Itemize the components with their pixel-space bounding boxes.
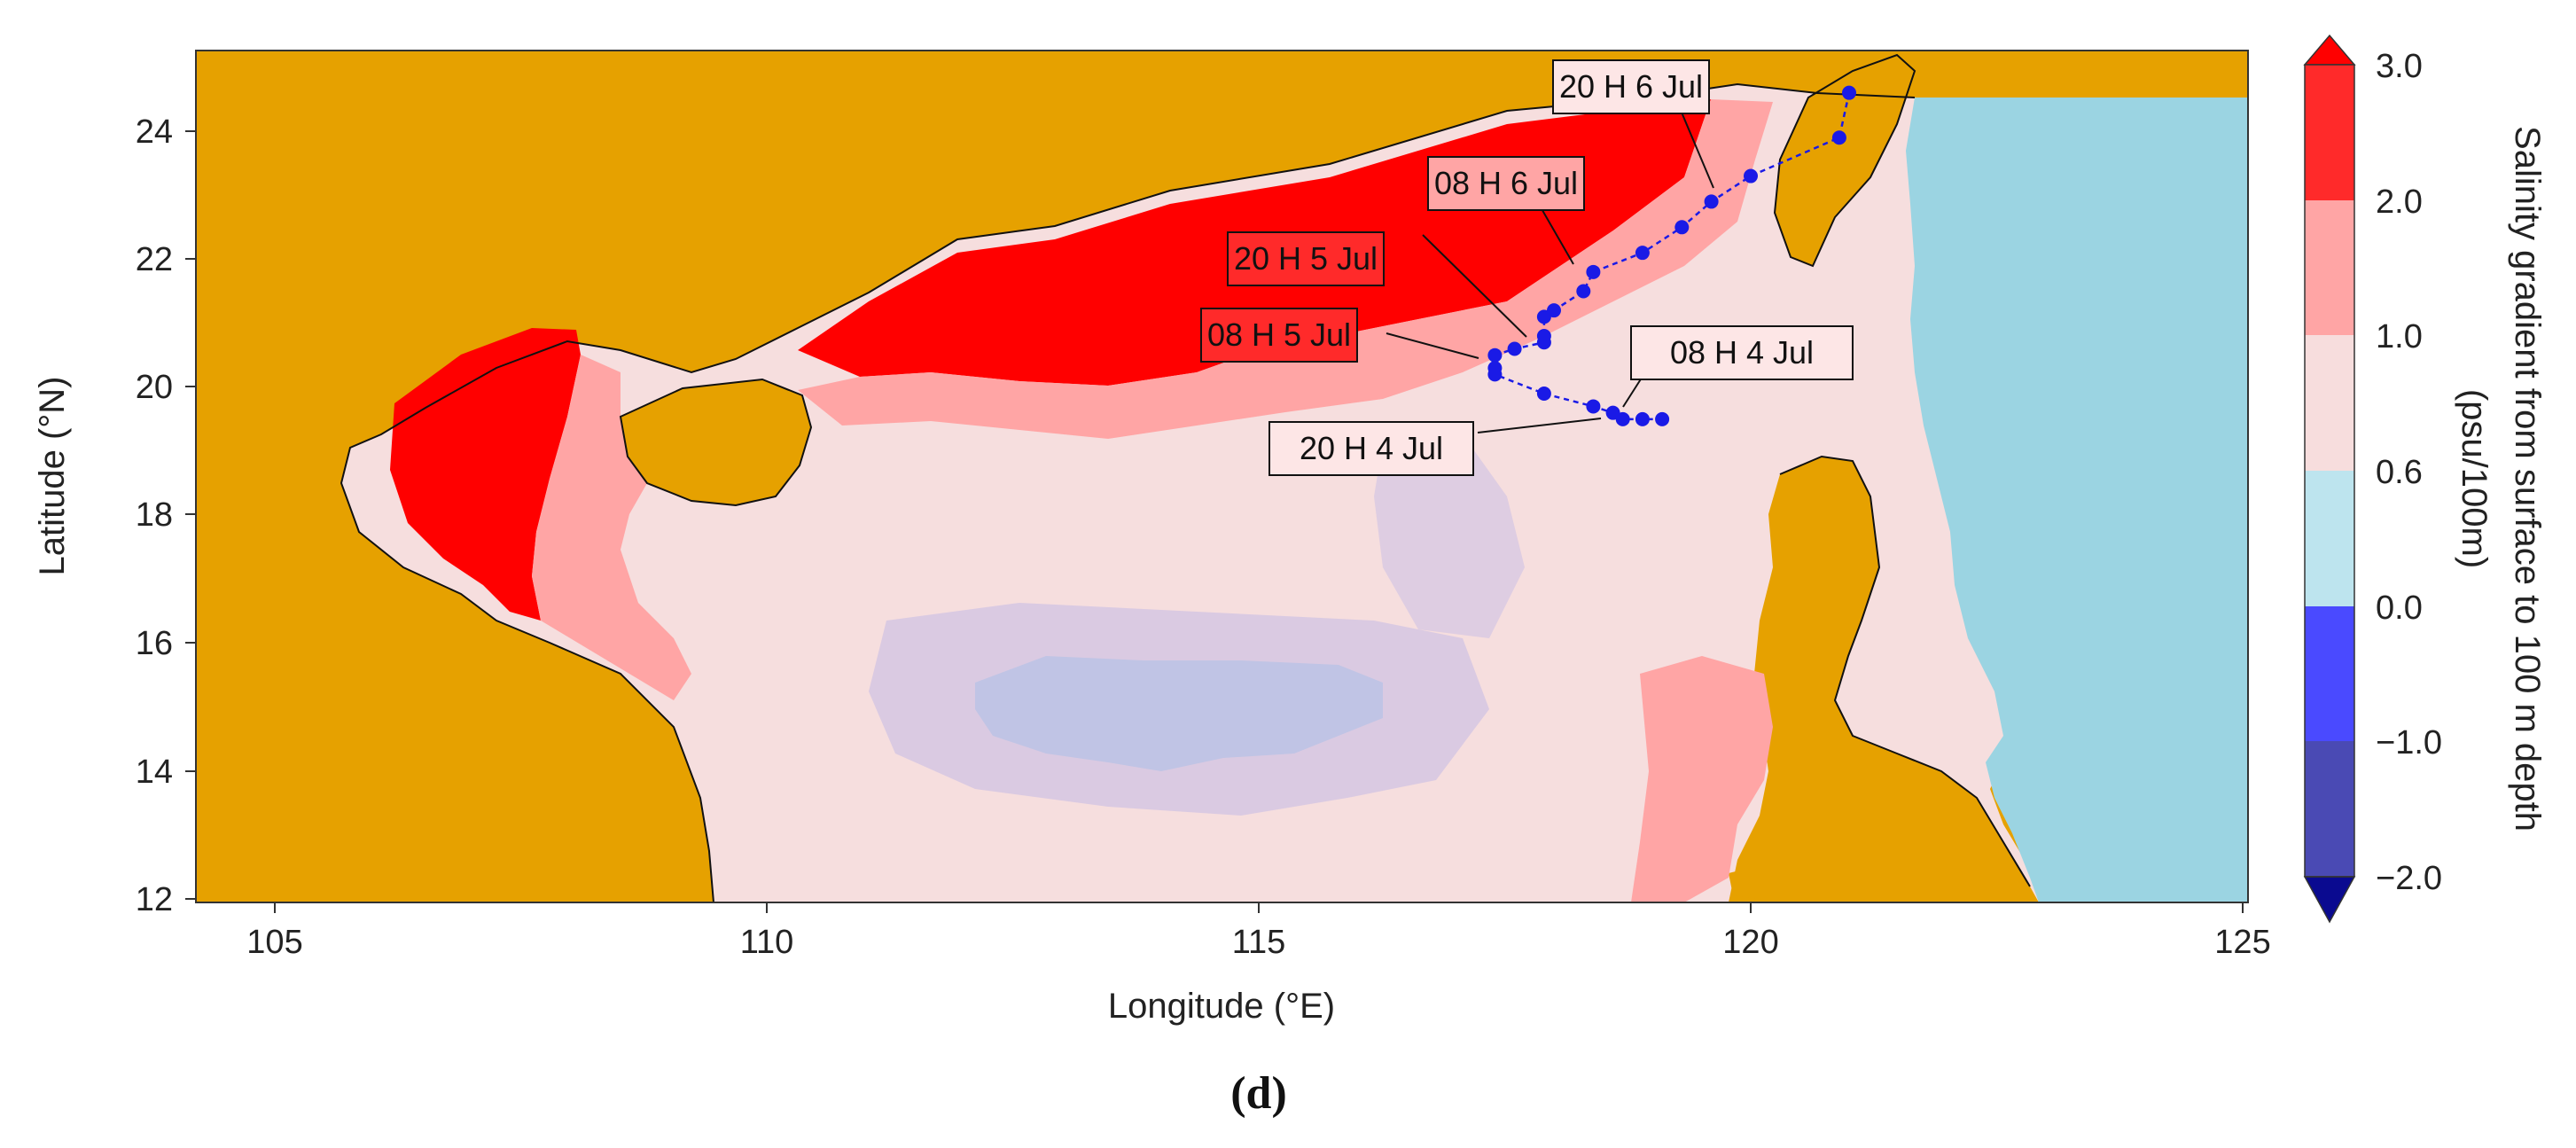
track-label: 20 H 6 Jul xyxy=(1559,68,1703,105)
track-line xyxy=(1494,92,1851,421)
x-axis: 105 110 115 120 125 Longitude (°E) xyxy=(246,902,2271,1026)
colorbar-tick-label: 0.0 xyxy=(2376,590,2423,627)
track-point xyxy=(1586,399,1601,414)
y-tick-label: 20 xyxy=(136,369,173,406)
track-label: 08 H 4 Jul xyxy=(1670,334,1814,371)
track-point xyxy=(1487,348,1503,363)
track-point xyxy=(1635,246,1650,261)
land-hainan xyxy=(621,379,811,505)
track-point xyxy=(1507,341,1522,356)
y-axis-label: Latitude (°N) xyxy=(33,377,72,576)
y-tick-label: 16 xyxy=(136,625,173,662)
colorbar-tick-label: −1.0 xyxy=(2376,724,2442,761)
colorbar-segment xyxy=(2305,65,2354,200)
track-point xyxy=(1744,168,1758,184)
x-tick-label: 120 xyxy=(1722,924,1778,961)
colorbar: 3.0 2.0 1.0 0.6 0.0 −1.0 −2.0 Salinity g… xyxy=(2303,34,2547,924)
colorbar-tick-label: 1.0 xyxy=(2376,318,2423,355)
colorbar-tick-label: 2.0 xyxy=(2376,184,2423,221)
track-point xyxy=(1842,85,1856,100)
colorbar-tick-label: 0.6 xyxy=(2376,454,2423,491)
track-label: 08 H 5 Jul xyxy=(1207,316,1351,353)
contour-pink-west xyxy=(532,355,691,700)
ocean-pacific-lightblue xyxy=(1906,98,2248,902)
y-axis: 24 22 20 18 16 14 12 Latitude (°N) xyxy=(33,113,196,918)
colorbar-extend-max xyxy=(2303,34,2356,66)
track-label: 08 H 6 Jul xyxy=(1434,165,1578,201)
track-point xyxy=(1704,194,1719,209)
contour-pink-east xyxy=(1631,656,1773,902)
y-tick-label: 18 xyxy=(136,496,173,534)
colorbar-segment xyxy=(2305,471,2354,606)
y-tick-label: 24 xyxy=(136,113,173,151)
colorbar-extend-min xyxy=(2303,876,2356,924)
land-mainland xyxy=(196,51,2248,902)
track-point xyxy=(1586,264,1601,279)
track-point xyxy=(1576,284,1591,299)
track-label-box xyxy=(1227,231,1385,286)
map-panel xyxy=(196,51,2248,902)
track-point xyxy=(1674,220,1690,235)
map-frame xyxy=(195,50,2249,903)
contour-lavender-north xyxy=(1374,434,1525,638)
track-point xyxy=(1655,411,1670,426)
track-labels: 20 H 6 Jul 08 H 6 Jul 20 H 5 Jul 08 H 5 … xyxy=(1200,59,1854,476)
contour-pink-north xyxy=(798,99,1773,439)
track-label-box xyxy=(1200,308,1358,363)
track-point xyxy=(1635,411,1650,426)
x-tick-label: 125 xyxy=(2214,924,2270,961)
storm-track xyxy=(1487,85,1856,426)
land-small-island-2 xyxy=(1729,864,1782,900)
track-point xyxy=(1487,367,1503,382)
colorbar-tick-label: −2.0 xyxy=(2376,860,2442,897)
x-axis-label: Longitude (°E) xyxy=(1108,987,1335,1026)
track-point xyxy=(1536,309,1551,324)
track-point xyxy=(1536,335,1551,350)
track-point xyxy=(1831,130,1846,145)
x-tick-label: 115 xyxy=(1232,924,1286,961)
y-tick-label: 12 xyxy=(136,881,173,918)
colorbar-frame xyxy=(2304,64,2355,878)
coastline xyxy=(340,53,2031,903)
x-tick-label: 105 xyxy=(246,924,302,961)
track-point xyxy=(1536,387,1551,402)
colorbar-segment xyxy=(2305,200,2354,335)
track-point xyxy=(1615,411,1630,426)
colorbar-segment xyxy=(2305,741,2354,877)
colorbar-label: Salinity gradient from surface to 100 m … xyxy=(2508,126,2547,832)
track-label-box xyxy=(1427,156,1585,211)
track-label: 20 H 5 Jul xyxy=(1234,240,1378,277)
contour-lavender-central xyxy=(869,603,1489,816)
track-label-box xyxy=(1552,59,1710,114)
track-label: 20 H 4 Jul xyxy=(1300,430,1443,466)
land-taiwan xyxy=(1775,55,1915,266)
colorbar-segment xyxy=(2305,606,2354,741)
colorbar-tick-label: 3.0 xyxy=(2376,48,2423,85)
track-label-box xyxy=(1268,421,1474,476)
colorbar-label-units: (psu/100m) xyxy=(2455,389,2494,568)
figure-caption: (d) xyxy=(1230,1068,1287,1119)
colorbar-segment xyxy=(2305,335,2354,471)
land-luzon xyxy=(1729,457,2039,902)
track-label-box xyxy=(1630,325,1854,380)
y-tick-label: 22 xyxy=(136,241,173,278)
x-tick-label: 110 xyxy=(740,924,794,961)
y-tick-label: 14 xyxy=(136,754,173,791)
